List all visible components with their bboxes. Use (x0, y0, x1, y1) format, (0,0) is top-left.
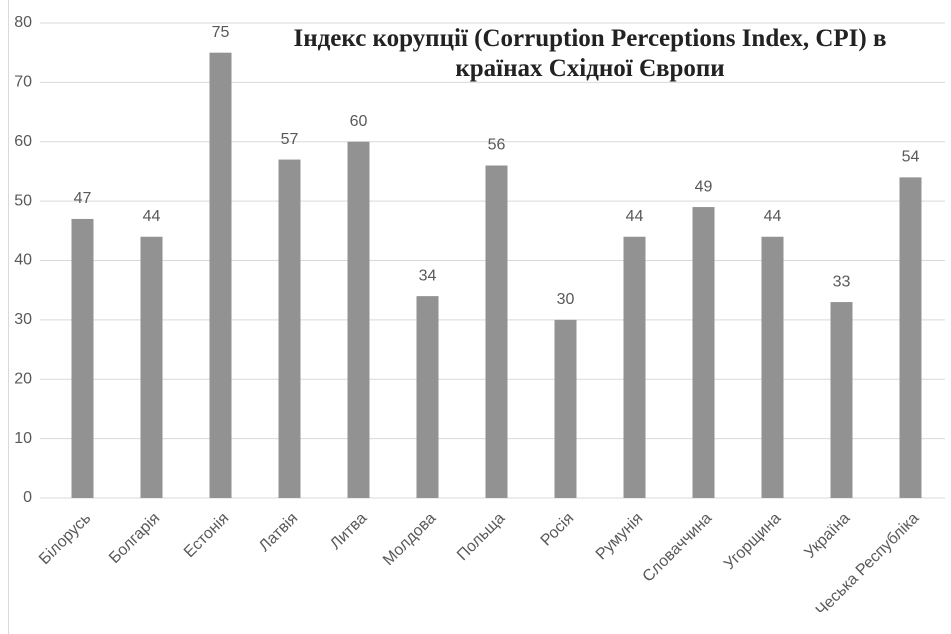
bar (761, 236, 784, 498)
y-tick-label: 30 (14, 311, 32, 328)
data-label: 60 (350, 113, 368, 130)
data-label: 56 (488, 137, 506, 154)
y-tick-label: 20 (14, 370, 32, 387)
x-tick-label: Болгарія (106, 510, 163, 567)
bar (899, 177, 922, 498)
x-tick-label: Угорщина (721, 510, 784, 573)
y-tick-label: 50 (14, 192, 32, 209)
x-tick-label: Румунія (593, 510, 647, 564)
data-label: 54 (902, 149, 920, 166)
x-tick-label: Словаччина (640, 510, 716, 586)
data-label: 75 (212, 24, 230, 41)
bar (623, 236, 646, 498)
data-label: 47 (74, 190, 92, 207)
x-tick-label: Литва (327, 510, 370, 553)
bar (485, 165, 508, 498)
data-label: 33 (833, 273, 851, 290)
y-tick-label: 70 (14, 74, 32, 91)
data-label: 44 (764, 208, 782, 225)
y-tick-label: 80 (14, 14, 32, 31)
bar (554, 319, 577, 498)
chart-border (8, 0, 9, 634)
data-label: 49 (695, 178, 713, 195)
y-tick-label: 40 (14, 252, 32, 269)
data-label: 30 (557, 291, 575, 308)
x-tick-label: Росія (538, 510, 578, 550)
x-tick-label: Молдова (380, 510, 439, 569)
data-label: 44 (626, 208, 644, 225)
bar (140, 236, 163, 498)
bar (209, 52, 232, 498)
data-label: 57 (281, 131, 299, 148)
y-tick-label: 0 (23, 489, 32, 506)
x-tick-label: Білорусь (36, 510, 94, 568)
chart-title: Індекс корупції (Corruption Perceptions … (293, 25, 887, 82)
x-tick-label: Естонія (181, 510, 232, 561)
bar (692, 207, 715, 498)
x-tick-label: Польща (454, 510, 508, 564)
data-label: 44 (143, 208, 161, 225)
y-tick-label: 10 (14, 430, 32, 447)
bar (830, 302, 853, 498)
y-tick-label: 60 (14, 133, 32, 150)
bar (71, 218, 94, 498)
bar (347, 141, 370, 498)
bar (416, 296, 439, 498)
x-tick-label: Латвія (256, 510, 301, 555)
bar (278, 159, 301, 498)
x-tick-label: Україна (801, 510, 853, 562)
data-label: 34 (419, 267, 437, 284)
